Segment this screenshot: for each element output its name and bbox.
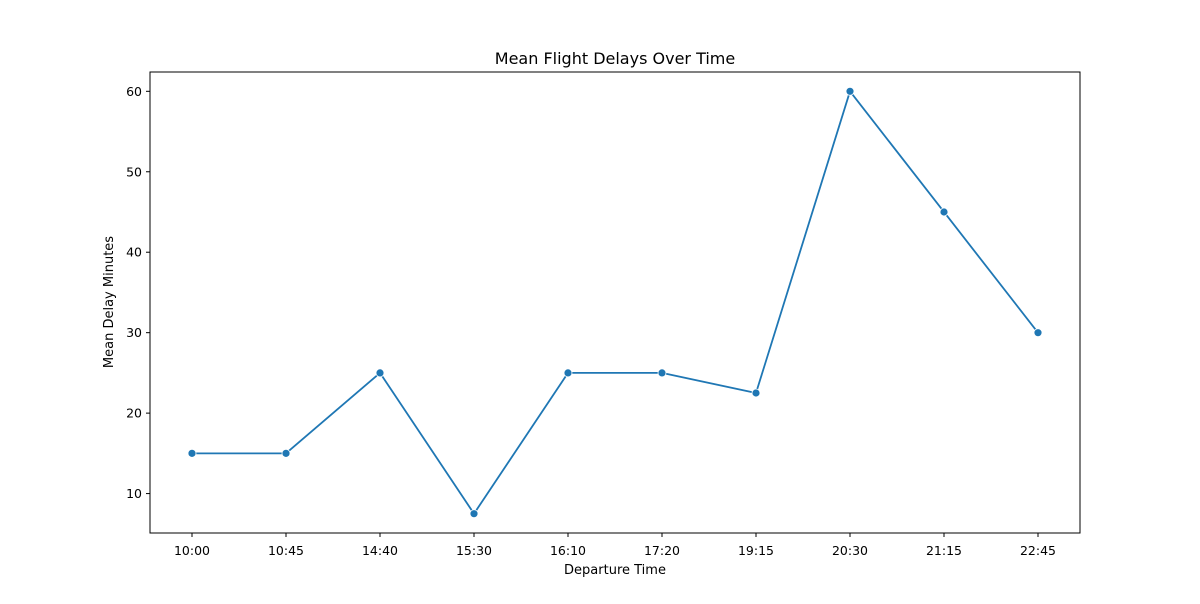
x-tick-label: 15:30 [456, 543, 492, 558]
data-point [187, 448, 197, 458]
x-tick-label: 19:15 [738, 543, 774, 558]
series-layer [187, 86, 1043, 519]
chart-title: Mean Flight Delays Over Time [495, 49, 735, 68]
data-point [845, 86, 855, 96]
y-tick-label: 40 [126, 245, 142, 260]
series-line [192, 90, 1039, 515]
data-point [751, 388, 761, 398]
y-axis-label: Mean Delay Minutes [102, 236, 117, 368]
y-tick-label: 20 [126, 406, 142, 421]
plot-area [149, 71, 1081, 534]
x-axis: 10:00 10:45 14:40 15:30 16:10 17:20 19:15 20:30… [174, 533, 1056, 558]
y-tick-label: 30 [126, 325, 142, 340]
x-tick-label: 21:15 [926, 543, 962, 558]
x-tick-label: 22:45 [1020, 543, 1056, 558]
x-tick-label: 10:00 [174, 543, 210, 558]
y-tick-label: 10 [126, 486, 142, 501]
y-tick-label: 60 [126, 84, 142, 99]
y-tick-label: 50 [126, 164, 142, 179]
y-axis: 10 20 30 40 50 60 [126, 84, 150, 501]
x-tick-label: 16:10 [550, 543, 586, 558]
x-tick-label: 20:30 [832, 543, 868, 558]
data-point [563, 368, 573, 378]
data-point [939, 207, 949, 217]
data-point [657, 368, 667, 378]
x-tick-label: 17:20 [644, 543, 680, 558]
x-tick-label: 10:45 [268, 543, 304, 558]
x-tick-label: 14:40 [362, 543, 398, 558]
data-point [281, 448, 291, 458]
data-point [1033, 328, 1043, 338]
x-axis-label: Departure Time [564, 563, 666, 578]
data-point [375, 368, 385, 378]
data-point [469, 509, 479, 519]
